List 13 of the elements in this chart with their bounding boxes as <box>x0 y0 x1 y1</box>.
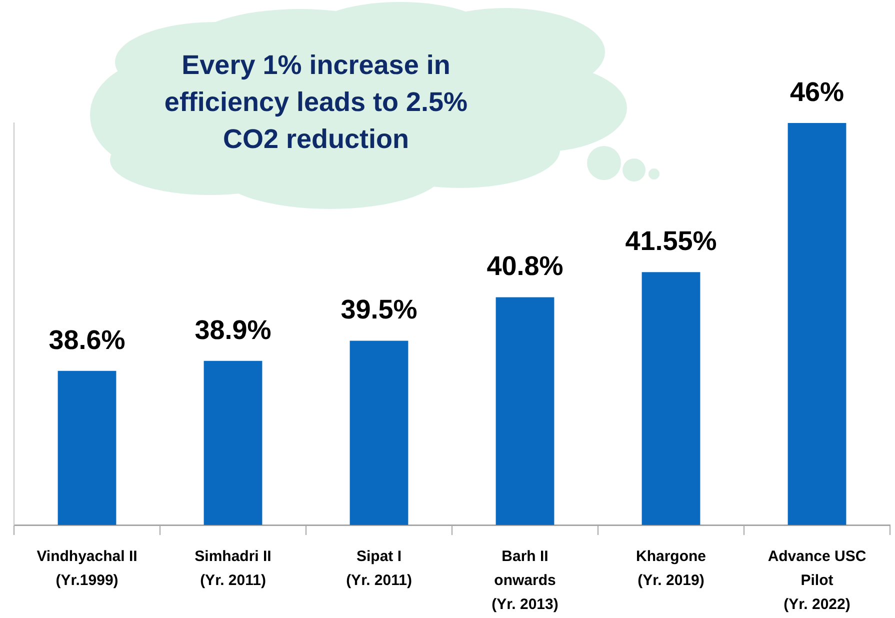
x-tick-label: Vindhyachal II (Yr.1999) <box>36 548 138 590</box>
data-label: 40.8% <box>486 251 564 282</box>
data-label: 39.5% <box>340 294 418 325</box>
data-label: 46% <box>790 76 844 107</box>
data-label: 38.9% <box>194 314 272 345</box>
data-label: 38.6% <box>48 324 126 355</box>
data-label: 41.55% <box>625 226 717 256</box>
x-tick-label: Sipat I (Yr. 2011) <box>346 548 412 590</box>
x-tick-label: Khargone (Yr. 2019) <box>636 548 706 590</box>
x-tick-label: Advance USC Pilot (Yr. 2022) <box>768 548 866 614</box>
x-tick-label: Simhadri II (Yr. 2011) <box>194 548 272 590</box>
x-tick-label: Barh II onwards (Yr. 2013) <box>492 548 558 614</box>
annotation: Every 1% increase in efficiency leads to 2.5% CO2 reduction <box>163 49 469 156</box>
